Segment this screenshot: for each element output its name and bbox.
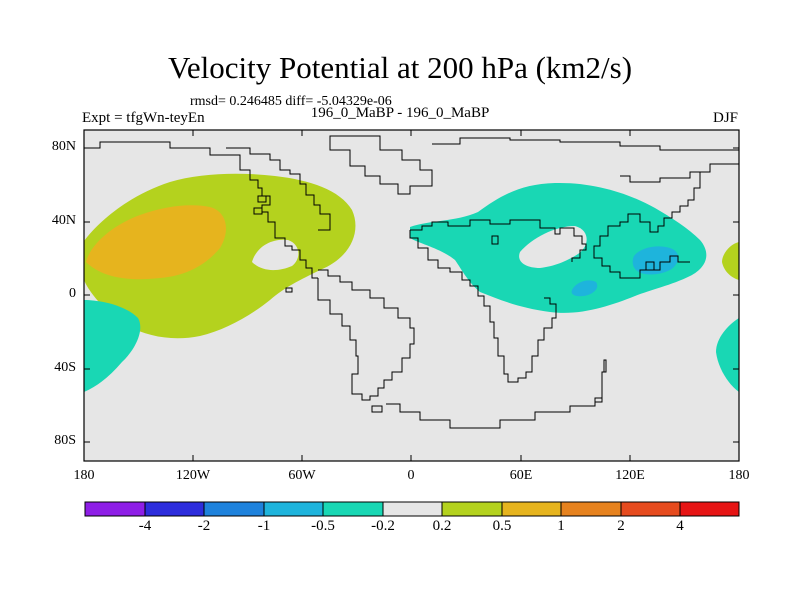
coastline-small-island — [253, 207, 263, 215]
colorbar-label: 2 — [617, 518, 625, 534]
colorbar-swatch — [144, 501, 205, 517]
coastline-antarctica — [386, 359, 607, 429]
contour-positive-0.2 — [722, 242, 739, 280]
colorbar-label: -1 — [257, 518, 271, 534]
colorbar-swatch — [501, 501, 562, 517]
coastline-small-island — [285, 287, 293, 293]
coastline-europe-africa — [409, 219, 587, 383]
colorbar-swatch — [84, 501, 146, 517]
x-tick-label: 180 — [728, 468, 750, 483]
contour-negative-0.5 — [632, 246, 679, 275]
colorbar-swatch — [203, 501, 265, 517]
colorbar-label: -4 — [138, 518, 152, 534]
contour-negative-0.2 — [84, 300, 141, 392]
x-tick-label: 60E — [509, 468, 533, 483]
x-tick-label: 0 — [407, 468, 415, 483]
x-tick-label: 60W — [288, 468, 316, 483]
chart-title: Velocity Potential at 200 hPa (km2/s) — [167, 50, 633, 85]
coastline-tierra-del-fuego — [371, 405, 383, 413]
coastline-greenland — [329, 135, 433, 195]
x-tick-label: 120W — [175, 468, 211, 483]
colorbar-label: 4 — [676, 518, 684, 534]
coastline-small-island — [491, 235, 499, 245]
colorbar-swatch — [263, 501, 324, 517]
y-tick-label: 80S — [54, 433, 76, 448]
continent-outlines — [84, 135, 739, 429]
colorbar-label: -0.2 — [371, 518, 395, 534]
y-tick-label: 80N — [51, 139, 76, 154]
colorbar-label: 0.5 — [492, 518, 512, 534]
run-label: 196_0_MaBP - 196_0_MaBP — [310, 105, 490, 121]
experiment-label: Expt = tfgWn-teyEn — [82, 110, 205, 126]
coastline-small-island — [257, 195, 267, 203]
colorbar-label: -2 — [197, 518, 211, 534]
contour-negative-0.2 — [716, 318, 739, 392]
stats-text: rmsd= 0.246485 diff= -5.04329e-06 — [190, 94, 392, 109]
colorbar-swatch — [441, 501, 503, 517]
colorbar-label: -0.5 — [311, 518, 335, 534]
colorbar-label: 0.2 — [432, 518, 452, 534]
y-tick-label: 0 — [69, 286, 76, 301]
colorbar-label: 1 — [557, 518, 565, 534]
coastline-north-america — [84, 141, 331, 279]
contour-hole — [519, 226, 587, 268]
colorbar-swatch — [620, 501, 681, 517]
coastline-small-island — [645, 261, 655, 271]
axis-ticks — [83, 130, 740, 461]
colorbar-swatch — [322, 501, 384, 517]
x-tick-label: 120E — [615, 468, 645, 483]
contour-hole — [252, 239, 299, 271]
coastline-eurasia — [432, 137, 739, 279]
colorbar-swatch — [560, 501, 622, 517]
y-tick-label: 40N — [51, 213, 76, 228]
contour-positive-0.5 — [86, 205, 226, 280]
colorbar-swatch — [382, 501, 443, 517]
colorbar — [84, 501, 740, 517]
colorbar-swatch — [679, 501, 740, 517]
x-tick-label: 180 — [73, 468, 95, 483]
y-tick-label: 40S — [54, 360, 76, 375]
season-label: DJF — [712, 110, 738, 126]
coastline-south-america — [317, 269, 415, 401]
contour-negative-0.5 — [571, 280, 598, 297]
